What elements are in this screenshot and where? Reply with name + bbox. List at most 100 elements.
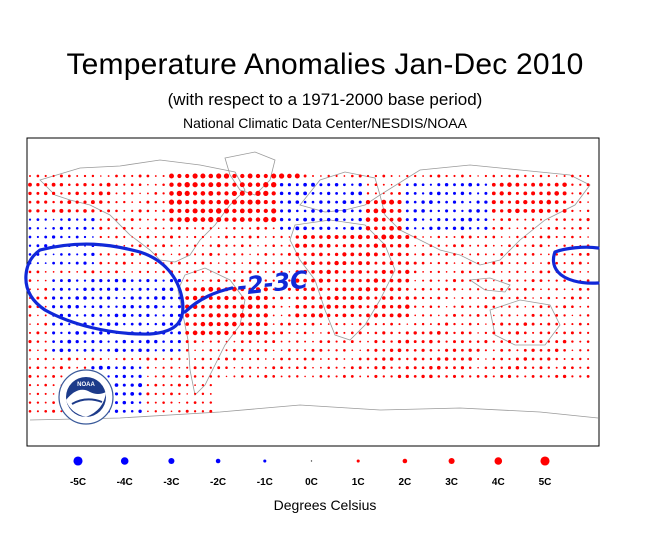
anomaly-dot [83,270,87,274]
anomaly-dot [484,349,487,352]
anomaly-dot [429,288,433,291]
anomaly-dot [184,182,190,188]
anomaly-dot [405,209,409,213]
anomaly-dot [358,226,362,230]
anomaly-dot [280,331,284,335]
anomaly-dot [83,357,87,361]
anomaly-dot [280,279,283,282]
anomaly-dot [178,392,181,396]
anomaly-dot [477,366,479,369]
anomaly-dot [381,269,386,274]
anomaly-dot [484,191,488,195]
anomaly-dot [114,409,119,413]
anomaly-dot [52,384,55,387]
anomaly-dot [288,375,291,378]
anomaly-dot [100,175,102,177]
anomaly-dot [303,331,307,335]
anomaly-dot [36,209,40,213]
anomaly-dot [278,173,285,179]
anomaly-dot [563,288,566,291]
anomaly-dot [531,244,535,248]
anomaly-dot [389,244,394,248]
anomaly-dot [233,227,236,230]
anomaly-dot [288,236,291,238]
anomaly-dot [256,253,260,256]
anomaly-dot [413,296,417,300]
anomaly-dot [397,208,402,213]
anomaly-dot [539,348,543,352]
anomaly-dot [397,234,402,240]
anomaly-dot [154,322,158,326]
anomaly-dot [350,375,354,378]
anomaly-dot [295,304,300,309]
anomaly-dot [547,348,551,352]
anomaly-dot [437,200,441,204]
anomaly-dot [59,208,64,213]
anomaly-dot [210,236,212,238]
anomaly-dot [44,375,47,378]
anomaly-dot [75,357,79,361]
anomaly-dot [83,340,87,343]
anomaly-dot [351,349,354,352]
anomaly-dot [350,340,354,344]
anomaly-dot [468,348,472,352]
anomaly-dot [381,278,386,283]
anomaly-dot [200,208,206,214]
anomaly-dot [485,323,487,325]
anomaly-dot [546,191,551,196]
anomaly-dot [437,183,441,187]
anomaly-dot [390,174,393,178]
anomaly-dot [295,313,300,318]
anomaly-dot [334,287,339,292]
anomaly-dot [232,321,237,327]
anomaly-dot [193,340,197,343]
anomaly-dot [114,287,119,292]
anomaly-dot [547,226,551,230]
anomaly-dot [44,305,47,308]
anomaly-dot [546,199,552,205]
anomaly-dot [397,339,402,344]
anomaly-dot [115,366,118,370]
anomaly-dot [138,174,142,178]
anomaly-dot [255,173,261,179]
anomaly-dot [499,191,504,196]
anomaly-dot [461,323,464,326]
anomaly-dot [75,200,79,204]
anomaly-dot [500,244,503,247]
anomaly-dot [75,209,79,213]
anomaly-dot [59,305,63,309]
anomaly-dot [578,226,582,230]
anomaly-dot [453,288,456,291]
anomaly-dot [123,235,126,239]
anomaly-dot [398,183,401,186]
anomaly-dot [579,349,582,352]
anomaly-dot [429,296,432,300]
anomaly-dot [326,296,331,300]
anomaly-dot [91,252,95,257]
anomaly-dot [162,358,165,360]
anomaly-dot [586,279,590,282]
anomaly-dot [98,191,103,196]
anomaly-dot [161,296,166,300]
anomaly-dot [319,200,323,204]
anomaly-dot [350,200,355,205]
anomaly-dot [114,348,119,353]
anomaly-dot [216,304,221,309]
anomaly-dot [115,357,118,361]
anomaly-dot [241,358,244,360]
anomaly-dot [358,261,363,266]
anomaly-dot [547,261,551,265]
anomaly-dot [36,183,40,187]
anomaly-dots [28,173,590,414]
anomaly-dot [192,330,198,336]
anomaly-dot [154,288,158,291]
anomaly-dot [146,261,150,265]
anomaly-dot [44,200,48,204]
anomaly-dot [586,209,590,213]
anomaly-dot [123,322,126,326]
anomaly-dot [430,236,432,238]
anomaly-dot [44,409,48,413]
anomaly-dot [209,392,212,395]
anomaly-dot [342,278,347,283]
anomaly-dot [365,199,371,205]
